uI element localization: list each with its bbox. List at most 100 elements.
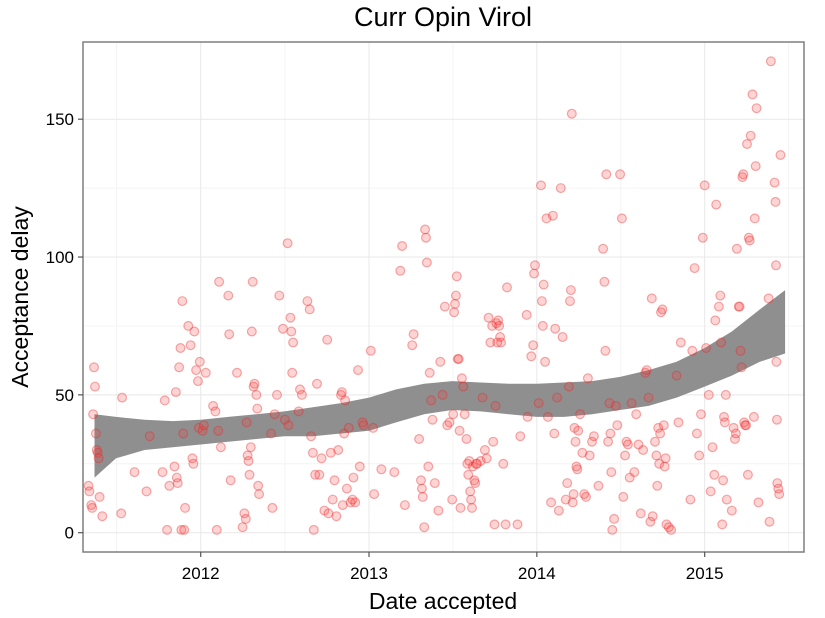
data-point — [641, 365, 652, 376]
data-point — [612, 420, 623, 431]
data-point — [421, 257, 432, 268]
data-point — [243, 456, 254, 467]
data-point — [718, 411, 729, 422]
data-point — [89, 381, 100, 392]
data-point — [741, 420, 752, 431]
data-point — [618, 491, 629, 502]
data-point — [345, 497, 356, 508]
data-point — [685, 494, 696, 505]
data-point — [176, 524, 187, 535]
data-point — [536, 296, 547, 307]
data-point — [427, 414, 438, 425]
data-point — [456, 373, 467, 384]
data-point — [575, 409, 586, 420]
data-point — [489, 519, 500, 530]
data-point — [529, 268, 540, 279]
data-point — [252, 403, 263, 414]
data-point — [694, 450, 705, 461]
data-point — [553, 505, 564, 516]
data-point — [353, 365, 364, 376]
data-point — [550, 323, 561, 334]
data-point — [329, 475, 340, 486]
data-point — [500, 519, 511, 530]
data-point — [93, 453, 104, 464]
data-point — [175, 343, 186, 354]
data-point — [599, 276, 610, 287]
data-point — [710, 315, 721, 326]
data-point — [336, 389, 347, 400]
data-point — [249, 378, 260, 389]
data-point — [493, 315, 504, 326]
data-point — [643, 392, 654, 403]
data-point — [223, 290, 234, 301]
data-point — [737, 172, 748, 183]
data-point — [97, 511, 108, 522]
x-tick-label: 2014 — [518, 564, 556, 583]
data-point — [707, 442, 718, 453]
data-point — [341, 483, 352, 494]
data-point — [624, 472, 635, 483]
data-point — [92, 447, 103, 458]
data-point — [304, 304, 315, 315]
data-point — [426, 395, 437, 406]
data-point — [488, 436, 499, 447]
data-point — [310, 469, 321, 480]
data-point — [649, 436, 660, 447]
data-point — [751, 103, 762, 114]
data-point — [566, 108, 577, 119]
data-point — [582, 373, 593, 384]
data-point — [169, 461, 180, 472]
data-point — [741, 139, 752, 150]
data-point — [748, 411, 759, 422]
y-tick-label: 50 — [55, 386, 74, 405]
data-point — [479, 445, 490, 456]
data-point — [312, 378, 323, 389]
data-point — [336, 387, 347, 398]
data-point — [283, 420, 294, 431]
data-point — [296, 389, 307, 400]
data-point — [376, 464, 387, 475]
data-point — [423, 461, 434, 472]
data-point — [604, 398, 615, 409]
data-point — [691, 428, 702, 439]
data-point — [369, 489, 380, 500]
data-point — [745, 130, 756, 141]
data-point — [529, 260, 540, 271]
data-point — [467, 461, 478, 472]
data-point — [421, 232, 432, 243]
data-point — [512, 519, 523, 530]
data-point — [293, 406, 304, 417]
data-point — [461, 434, 472, 445]
data-point — [565, 285, 576, 296]
data-point — [533, 398, 544, 409]
data-point — [771, 356, 782, 367]
data-point — [475, 456, 486, 467]
y-tick-label: 0 — [65, 524, 74, 543]
data-point — [496, 337, 507, 348]
points-layer — [83, 56, 786, 535]
data-point — [459, 409, 470, 420]
data-point — [395, 265, 406, 276]
data-point — [609, 513, 620, 524]
data-point — [465, 486, 476, 497]
data-point — [416, 483, 427, 494]
data-point — [239, 508, 250, 519]
data-point — [616, 213, 627, 224]
data-point — [655, 307, 666, 318]
data-point — [651, 450, 662, 461]
data-point — [314, 469, 325, 480]
data-point — [729, 434, 740, 445]
data-point — [189, 326, 200, 337]
data-point — [717, 519, 728, 530]
data-point — [295, 384, 306, 395]
data-point — [764, 516, 775, 527]
data-point — [772, 478, 783, 489]
data-point — [552, 392, 563, 403]
data-point — [433, 505, 444, 516]
data-point — [211, 524, 222, 535]
data-point — [88, 362, 99, 373]
data-point — [191, 365, 202, 376]
data-point — [272, 389, 283, 400]
data-point — [659, 461, 670, 472]
data-point — [350, 497, 361, 508]
